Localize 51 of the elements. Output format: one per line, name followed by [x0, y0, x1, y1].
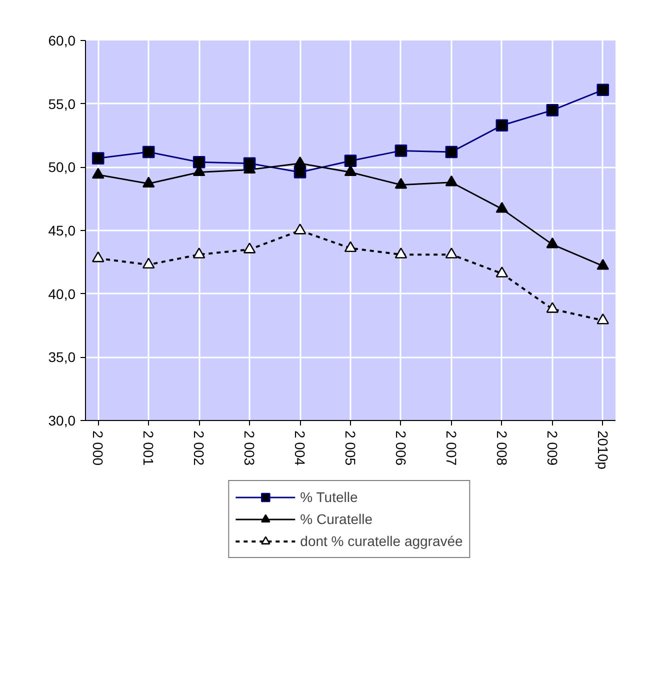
point	[92, 152, 104, 164]
x-tick-label: 2 008	[494, 430, 510, 466]
point	[192, 156, 206, 168]
point	[496, 266, 508, 278]
point	[344, 154, 357, 167]
point	[192, 248, 206, 258]
x-tick-label: 2 009	[544, 430, 560, 466]
point	[445, 146, 458, 158]
y-tick-label: 60,0	[48, 32, 76, 48]
point	[496, 202, 508, 213]
point	[294, 224, 306, 234]
point	[596, 313, 610, 324]
point	[546, 302, 559, 313]
point	[344, 165, 357, 176]
point	[445, 248, 458, 258]
x-tick-label: 2 003	[242, 430, 258, 466]
x-tick-label: 2 001	[140, 430, 157, 466]
y-tick-label: 50,0	[48, 159, 76, 176]
y-tick-label: 35,0	[48, 349, 76, 366]
y-tick-label: 40,0	[48, 286, 76, 302]
point	[546, 104, 559, 116]
legend-label: dont % curatelle aggravée	[300, 533, 463, 549]
point	[92, 251, 104, 262]
point	[92, 168, 104, 179]
x-tick-label: 2 000	[90, 430, 106, 466]
point	[142, 176, 155, 188]
y-tick-label: 55,0	[48, 96, 76, 112]
point	[142, 258, 155, 269]
point	[394, 178, 408, 189]
point	[243, 242, 256, 254]
legend-label: % Curatelle	[300, 511, 373, 527]
point	[596, 258, 610, 270]
x-tick-label: 2 007	[443, 430, 460, 466]
y-tick-label: 30,0	[48, 412, 76, 428]
x-tick-label: 2 002	[191, 430, 208, 466]
x-tick-label: 2010p	[594, 430, 611, 470]
x-tick-label: 2 004	[292, 430, 308, 466]
y-tick-label: 45,0	[48, 222, 76, 238]
point	[294, 156, 306, 168]
point	[344, 241, 357, 252]
point	[394, 144, 408, 157]
x-tick-label: 2 005	[342, 430, 358, 466]
x-tick-label: 2 006	[392, 430, 409, 466]
point	[394, 248, 408, 258]
legend-label: % Tutelle	[300, 489, 358, 505]
point	[596, 84, 610, 96]
point	[142, 146, 155, 158]
point	[445, 175, 458, 186]
point	[546, 237, 559, 248]
point	[496, 119, 508, 132]
point	[294, 166, 306, 178]
